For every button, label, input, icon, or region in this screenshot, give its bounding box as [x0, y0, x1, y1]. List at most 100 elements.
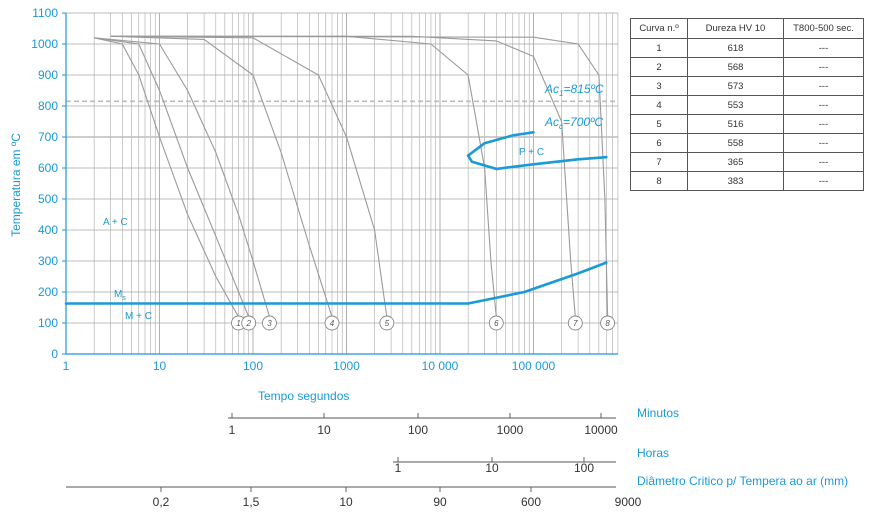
secondary-tick-label: 1: [395, 461, 402, 475]
curve-marker-label-1: 1: [236, 319, 240, 328]
ac3-label-sub: c: [559, 122, 563, 131]
table-row: 1 618 ---: [630, 38, 864, 58]
table-row: 8 383 ---: [630, 171, 864, 191]
y-axis-label: Temperatura em ºC: [9, 133, 23, 237]
x-axis-label: Tempo segundos: [258, 389, 349, 403]
table-cell: 6: [630, 133, 688, 153]
x-tick-label: 1: [63, 359, 70, 373]
secondary-axis-label-0: Minutos: [637, 406, 679, 420]
table-cell: 568: [687, 57, 784, 77]
table-row: 3 573 ---: [630, 76, 864, 96]
ac3-label-value: =700ºC: [563, 115, 603, 129]
curve-marker-label-4: 4: [330, 319, 335, 328]
x-tick-label: 10: [153, 359, 167, 373]
x-tick-label: 100: [243, 359, 263, 373]
ac3-label: Acc=700ºC: [544, 115, 603, 131]
ms-label: Ms: [114, 289, 126, 302]
cooling-curve-1: [93, 37, 239, 318]
cooling-curve-2: [94, 37, 250, 318]
table-cell: 383: [687, 171, 784, 191]
cooling-curve-7: [110, 35, 576, 317]
ac1-label-main: Ac: [544, 82, 559, 96]
curve-marker-label-6: 6: [494, 319, 499, 328]
ac1-label-value: =815ºC: [563, 82, 603, 96]
secondary-scales: 1 10 100 1000 10000 Minutos 1 10 100 Horas 0,2 1,5 1…: [66, 406, 848, 509]
secondary-tick-label: 10: [339, 495, 353, 509]
curve-marker-label-8: 8: [605, 319, 610, 328]
table-cell: 553: [687, 95, 784, 115]
secondary-tick-label: 600: [521, 495, 541, 509]
y-tick-label: 500: [38, 192, 58, 206]
table-cell: 365: [687, 152, 784, 172]
x-tick-label: 1000: [333, 359, 360, 373]
cooling-curve-6: [110, 35, 497, 317]
cooling-curves: [93, 35, 609, 318]
table-cell: ---: [783, 133, 864, 153]
transformation-line-2: [466, 131, 535, 157]
table-cell: 5: [630, 114, 688, 134]
table-row: 5 516 ---: [630, 114, 864, 134]
secondary-tick-label: 0,2: [153, 495, 170, 509]
secondary-tick-label: 10: [485, 461, 499, 475]
table-row: 6 558 ---: [630, 133, 864, 153]
curve-marker-label-5: 5: [385, 319, 390, 328]
transformation-line-4: [495, 155, 608, 171]
table-cell: 4: [630, 95, 688, 115]
table-cell: 558: [687, 133, 784, 153]
y-tick-label: 900: [38, 68, 58, 82]
curve-marker-3: [262, 315, 277, 331]
table-cell: ---: [783, 152, 864, 172]
hardness-table: Curva n.º Dureza HV 10 T800-500 sec. 1 61…: [630, 18, 864, 191]
table-header-curve: Curva n.º: [630, 18, 688, 39]
region-label-ac: A + C: [103, 217, 128, 228]
secondary-tick-label: 90: [433, 495, 447, 509]
y-tick-label: 1000: [31, 37, 58, 51]
y-tick-label: 400: [38, 223, 58, 237]
x-tick-label: 100 000: [512, 359, 556, 373]
table-header-hardness: Dureza HV 10: [687, 18, 784, 39]
table-cell: 516: [687, 114, 784, 134]
transformation-lines: [64, 131, 608, 305]
table-cell: 1: [630, 38, 688, 58]
table-cell: ---: [783, 95, 864, 115]
table-cell: 2: [630, 57, 688, 77]
table-cell: ---: [783, 76, 864, 96]
y-tick-label: 700: [38, 130, 58, 144]
y-tick-label: 800: [38, 99, 58, 113]
cooling-curve-4: [110, 35, 333, 317]
table-cell: 3: [630, 76, 688, 96]
curve-marker-2: [241, 315, 257, 331]
curve-marker-label-7: 7: [573, 319, 578, 328]
table-header-t800: T800-500 sec.: [783, 18, 864, 39]
region-label-pc: P + C: [519, 147, 544, 158]
secondary-tick-label: 10000: [584, 423, 618, 437]
transformation-line-1: [466, 261, 608, 305]
y-tick-label: 100: [38, 316, 58, 330]
chart-labels: Temperatura em ºC Tempo segundos A + C P…: [9, 82, 604, 403]
transformation-line-3: [466, 154, 498, 171]
secondary-tick-label: 9000: [615, 495, 642, 509]
secondary-axis-label-1: Horas: [637, 446, 669, 460]
curve-marker-label-3: 3: [267, 319, 272, 328]
x-tick-label: 10 000: [422, 359, 459, 373]
table-cell: 573: [687, 76, 784, 96]
table-row: 4 553 ---: [630, 95, 864, 115]
secondary-tick-label: 1,5: [243, 495, 260, 509]
y-tick-label: 1100: [32, 6, 58, 20]
secondary-axis-label-2: Diâmetro Critico p/ Tempera ao ar (mm): [637, 474, 848, 488]
table-cell: ---: [783, 38, 864, 58]
secondary-tick-label: 100: [408, 423, 428, 437]
ac3-label-main: Ac: [544, 115, 559, 129]
cooling-curve-8: [110, 35, 609, 317]
reference-lines: [66, 100, 618, 138]
curve-marker-label-2: 2: [245, 319, 251, 328]
y-tick-label: 600: [38, 161, 58, 175]
secondary-tick-label: 1000: [497, 423, 524, 437]
y-tick-label: 0: [51, 347, 58, 361]
curve-marker-8: [600, 315, 616, 331]
curve-marker-7: [567, 315, 583, 331]
region-label-mc: M + C: [125, 311, 152, 322]
table-cell: ---: [783, 114, 864, 134]
